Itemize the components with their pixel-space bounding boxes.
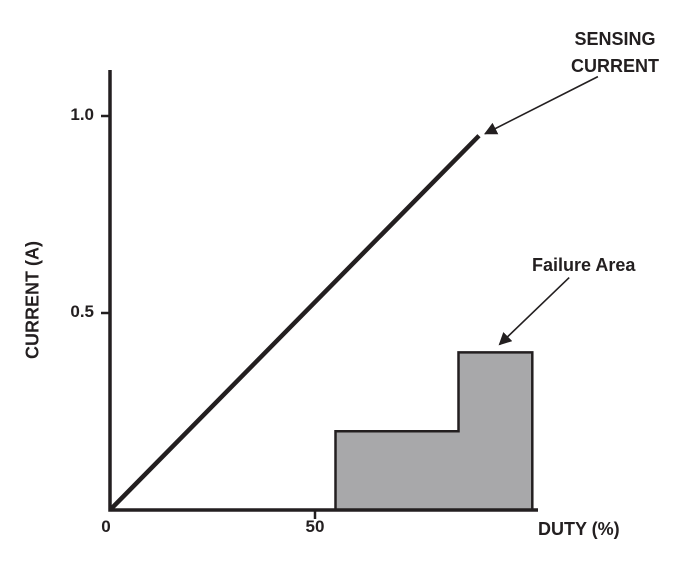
failure-area-shape — [334, 351, 534, 512]
sensing-current-line — [108, 134, 481, 512]
y-tick-label-1-0: 1.0 — [70, 105, 94, 124]
y-tick-label-0-5: 0.5 — [70, 302, 94, 321]
x-axis-label: DUTY (%) — [538, 519, 620, 539]
sensing-current-annotation-label: SENSING CURRENT — [571, 29, 659, 76]
annotation-arrow — [498, 276, 570, 346]
chart-layer — [101, 70, 599, 519]
x-tick-label-50: 50 — [305, 517, 325, 536]
failure-area-annotation-label: Failure Area — [532, 255, 636, 275]
y-axis-label: CURRENT (A) — [22, 241, 43, 359]
x-tick-label-0: 0 — [101, 517, 111, 536]
annotation-arrow — [484, 75, 599, 135]
axes — [108, 70, 538, 512]
